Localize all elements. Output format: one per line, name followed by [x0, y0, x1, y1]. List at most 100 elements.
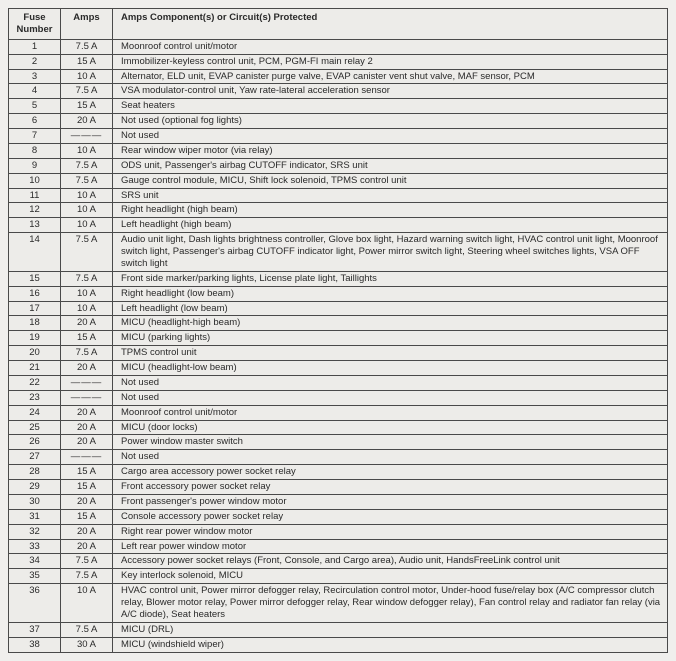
cell-amps: 10 A — [61, 69, 113, 84]
table-row: 3830 AMICU (windshield wiper) — [9, 637, 668, 652]
cell-amps: 15 A — [61, 465, 113, 480]
cell-fuse-number: 18 — [9, 316, 61, 331]
cell-amps: 20 A — [61, 114, 113, 129]
cell-description: Right rear power window motor — [113, 524, 668, 539]
cell-description: Front passenger's power window motor — [113, 494, 668, 509]
table-row: 107.5 AGauge control module, MICU, Shift… — [9, 173, 668, 188]
cell-fuse-number: 30 — [9, 494, 61, 509]
cell-fuse-number: 33 — [9, 539, 61, 554]
cell-fuse-number: 14 — [9, 233, 61, 272]
cell-fuse-number: 22 — [9, 375, 61, 390]
cell-description: MICU (headlight-high beam) — [113, 316, 668, 331]
cell-fuse-number: 5 — [9, 99, 61, 114]
table-row: 2420 AMoonroof control unit/motor — [9, 405, 668, 420]
table-row: 97.5 AODS unit, Passenger's airbag CUTOF… — [9, 158, 668, 173]
cell-description: Right headlight (high beam) — [113, 203, 668, 218]
cell-description: Accessory power socket relays (Front, Co… — [113, 554, 668, 569]
cell-fuse-number: 7 — [9, 129, 61, 144]
cell-amps: 7.5 A — [61, 622, 113, 637]
table-row: 3020 AFront passenger's power window mot… — [9, 494, 668, 509]
cell-amps: 20 A — [61, 435, 113, 450]
cell-fuse-number: 9 — [9, 158, 61, 173]
cell-fuse-number: 17 — [9, 301, 61, 316]
cell-amps: 10 A — [61, 286, 113, 301]
table-row: 1110 ASRS unit — [9, 188, 668, 203]
cell-description: Cargo area accessory power socket relay — [113, 465, 668, 480]
cell-amps: 20 A — [61, 316, 113, 331]
cell-amps: ——— — [61, 390, 113, 405]
table-row: 27———Not used — [9, 450, 668, 465]
cell-description: MICU (door locks) — [113, 420, 668, 435]
cell-fuse-number: 26 — [9, 435, 61, 450]
cell-fuse-number: 38 — [9, 637, 61, 652]
cell-fuse-number: 13 — [9, 218, 61, 233]
cell-fuse-number: 35 — [9, 569, 61, 584]
cell-fuse-number: 23 — [9, 390, 61, 405]
cell-fuse-number: 36 — [9, 584, 61, 623]
cell-amps: 10 A — [61, 188, 113, 203]
cell-description: Gauge control module, MICU, Shift lock s… — [113, 173, 668, 188]
cell-description: Immobilizer-keyless control unit, PCM, P… — [113, 54, 668, 69]
cell-amps: 15 A — [61, 54, 113, 69]
cell-description: Power window master switch — [113, 435, 668, 450]
cell-description: Seat heaters — [113, 99, 668, 114]
cell-description: Not used (optional fog lights) — [113, 114, 668, 129]
header-desc: Amps Component(s) or Circuit(s) Protecte… — [113, 9, 668, 40]
table-row: 515 ASeat heaters — [9, 99, 668, 114]
cell-amps: 30 A — [61, 637, 113, 652]
cell-amps: 15 A — [61, 99, 113, 114]
cell-fuse-number: 25 — [9, 420, 61, 435]
cell-fuse-number: 12 — [9, 203, 61, 218]
cell-amps: 7.5 A — [61, 84, 113, 99]
cell-amps: 20 A — [61, 539, 113, 554]
cell-fuse-number: 21 — [9, 361, 61, 376]
cell-description: Right headlight (low beam) — [113, 286, 668, 301]
cell-amps: ——— — [61, 450, 113, 465]
table-row: 310 AAlternator, ELD unit, EVAP canister… — [9, 69, 668, 84]
table-row: 3115 AConsole accessory power socket rel… — [9, 509, 668, 524]
cell-description: Not used — [113, 375, 668, 390]
cell-amps: 7.5 A — [61, 158, 113, 173]
cell-fuse-number: 24 — [9, 405, 61, 420]
cell-description: Alternator, ELD unit, EVAP canister purg… — [113, 69, 668, 84]
cell-fuse-number: 28 — [9, 465, 61, 480]
cell-amps: 20 A — [61, 405, 113, 420]
table-row: 3610 AHVAC control unit, Power mirror de… — [9, 584, 668, 623]
table-row: 3220 ARight rear power window motor — [9, 524, 668, 539]
header-fuse: FuseNumber — [9, 9, 61, 40]
table-row: 2520 AMICU (door locks) — [9, 420, 668, 435]
cell-amps: 7.5 A — [61, 233, 113, 272]
cell-fuse-number: 6 — [9, 114, 61, 129]
cell-amps: 7.5 A — [61, 554, 113, 569]
cell-fuse-number: 15 — [9, 271, 61, 286]
table-row: 357.5 AKey interlock solenoid, MICU — [9, 569, 668, 584]
cell-description: Not used — [113, 390, 668, 405]
cell-description: Moonroof control unit/motor — [113, 39, 668, 54]
cell-description: VSA modulator-control unit, Yaw rate-lat… — [113, 84, 668, 99]
cell-fuse-number: 16 — [9, 286, 61, 301]
cell-amps: 7.5 A — [61, 173, 113, 188]
cell-amps: 15 A — [61, 509, 113, 524]
cell-description: SRS unit — [113, 188, 668, 203]
cell-fuse-number: 2 — [9, 54, 61, 69]
table-row: 377.5 AMICU (DRL) — [9, 622, 668, 637]
table-row: 1610 ARight headlight (low beam) — [9, 286, 668, 301]
table-row: 7———Not used — [9, 129, 668, 144]
table-row: 23———Not used — [9, 390, 668, 405]
cell-fuse-number: 10 — [9, 173, 61, 188]
cell-amps: ——— — [61, 129, 113, 144]
cell-description: Key interlock solenoid, MICU — [113, 569, 668, 584]
cell-fuse-number: 4 — [9, 84, 61, 99]
table-row: 2620 APower window master switch — [9, 435, 668, 450]
cell-fuse-number: 37 — [9, 622, 61, 637]
table-row: 810 ARear window wiper motor (via relay) — [9, 143, 668, 158]
cell-description: Left rear power window motor — [113, 539, 668, 554]
table-row: 1710 ALeft headlight (low beam) — [9, 301, 668, 316]
cell-fuse-number: 8 — [9, 143, 61, 158]
table-row: 1210 ARight headlight (high beam) — [9, 203, 668, 218]
cell-amps: 10 A — [61, 301, 113, 316]
table-row: 2815 ACargo area accessory power socket … — [9, 465, 668, 480]
cell-fuse-number: 19 — [9, 331, 61, 346]
table-row: 1820 AMICU (headlight-high beam) — [9, 316, 668, 331]
cell-description: MICU (windshield wiper) — [113, 637, 668, 652]
